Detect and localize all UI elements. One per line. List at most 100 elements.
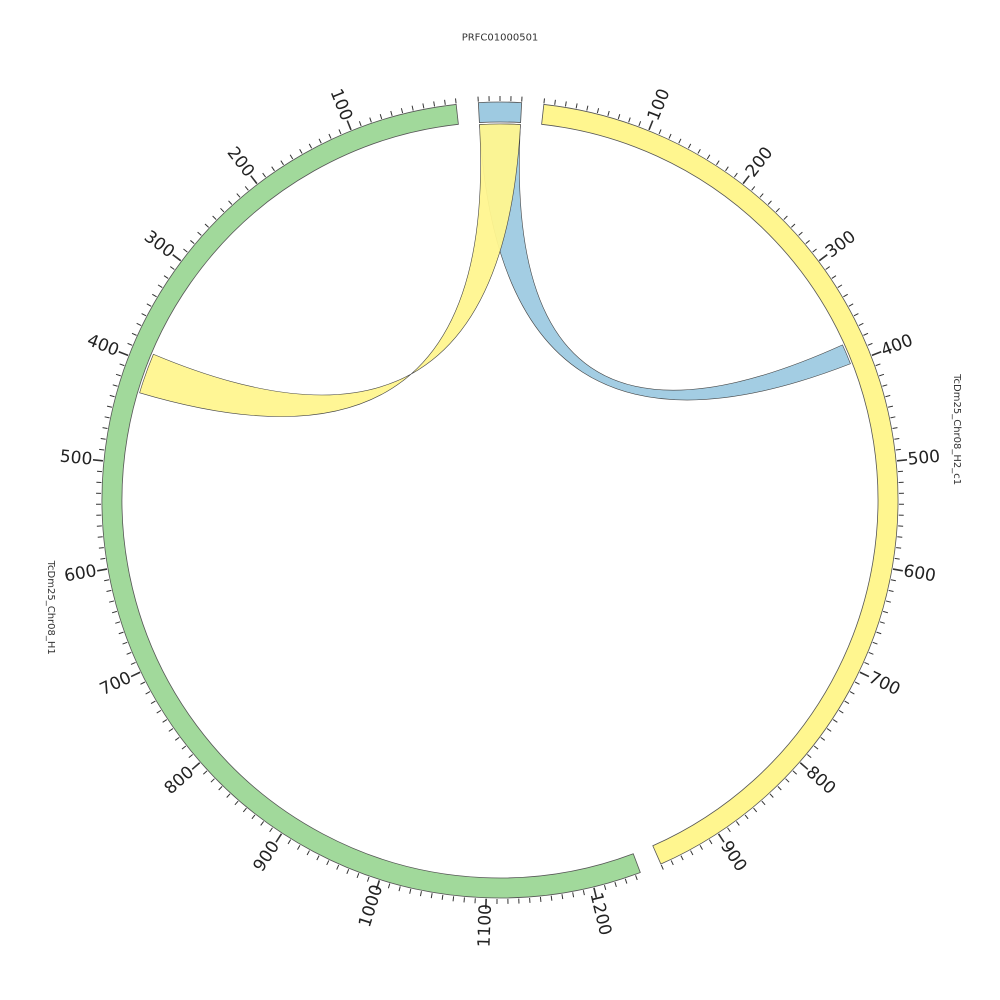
tick-mark (725, 166, 729, 172)
tick-mark (678, 138, 682, 144)
tick-mark (162, 719, 168, 723)
tick-mark (859, 671, 870, 678)
tick-mark (799, 762, 809, 770)
tick-mark (572, 892, 575, 898)
tick-mark (174, 736, 180, 741)
tick-label: 800 (161, 762, 199, 798)
tick-mark (603, 884, 607, 891)
tick-mark (767, 200, 772, 205)
tick-mark (858, 322, 864, 326)
tick-mark (336, 864, 340, 870)
tick-mark (400, 108, 404, 114)
ticks-layer (92, 96, 908, 909)
tick-mark (433, 101, 436, 107)
tick-mark (875, 363, 881, 367)
tick-label: 600 (63, 561, 98, 586)
tick-mark (624, 878, 628, 884)
tick-mark (99, 448, 105, 451)
tick-mark (106, 589, 112, 592)
tick-mark (92, 459, 104, 462)
tick-label: 300 (822, 227, 860, 262)
tick-mark (126, 651, 132, 655)
tick-mark (115, 373, 121, 377)
tick-mark (346, 869, 350, 875)
tick-mark (131, 332, 137, 336)
tick-mark (777, 786, 782, 791)
tick-mark (807, 754, 812, 759)
tick-mark (118, 631, 124, 635)
tick-mark (316, 855, 320, 861)
tick-mark (539, 896, 542, 902)
tick-mark (896, 547, 902, 549)
tick-mark (812, 248, 817, 253)
tick-mark (280, 160, 284, 166)
tick-mark (863, 332, 869, 336)
tick-mark (157, 284, 163, 288)
tick-mark (854, 681, 860, 685)
tick-mark (885, 394, 891, 398)
tick-mark (379, 114, 383, 120)
tick-mark (792, 770, 798, 775)
tick-label: 100 (326, 86, 357, 124)
tick-mark (895, 448, 901, 451)
tick-label: 300 (140, 227, 178, 262)
tick-mark (130, 661, 136, 665)
ideogram-tcdm25-chr08-h1 (101, 103, 641, 899)
tick-mark (864, 661, 870, 665)
tick-mark (890, 579, 896, 582)
sequence-label-tcdm25-chr08-h2-c1: TcDm25_Chr08_H2_c1 (951, 373, 962, 485)
tick-mark (853, 313, 859, 317)
tick-mark (582, 890, 585, 896)
tick-mark (564, 101, 567, 107)
tick-label: 100 (644, 86, 675, 124)
tick-mark (879, 373, 885, 377)
tick-mark (882, 384, 888, 387)
links-layer (139, 123, 851, 417)
tick-mark (409, 888, 412, 894)
tick-mark (699, 844, 703, 850)
tick-mark (236, 193, 241, 198)
tick-mark (735, 821, 740, 826)
tick-mark (387, 883, 391, 889)
tick-mark (882, 610, 889, 614)
tick-label: 700 (865, 668, 903, 700)
tick-mark (419, 891, 422, 897)
tick-mark (832, 719, 838, 723)
tick-mark (867, 342, 873, 346)
tick-mark (358, 121, 362, 127)
tick-mark (318, 138, 322, 144)
tick-mark (791, 223, 796, 228)
tick-mark (708, 839, 713, 845)
tick-mark (141, 313, 147, 317)
tick-mark (251, 814, 256, 820)
tick-mark (146, 303, 152, 307)
tick-mark (104, 579, 110, 582)
tick-mark (289, 154, 294, 160)
tick-mark (868, 651, 874, 655)
tick-mark (275, 833, 283, 843)
tick-mark (398, 886, 401, 892)
ideogram-prfc01000501 (477, 101, 523, 123)
tick-label: 500 (59, 447, 93, 470)
tick-mark (628, 117, 631, 123)
tick-mark (818, 254, 828, 262)
tick-mark (326, 860, 330, 866)
tick-mark (751, 186, 756, 191)
tick-mark (727, 827, 731, 833)
link-ribbon-2 (139, 123, 521, 417)
tick-mark (607, 110, 610, 116)
tick-label: 800 (802, 762, 840, 798)
tick-mark (218, 786, 223, 791)
tick-mark (798, 231, 803, 236)
tick-mark (269, 827, 273, 833)
tick-mark (660, 864, 664, 870)
tick-mark (687, 143, 692, 149)
tick-mark (444, 99, 446, 105)
tick-mark (825, 266, 831, 270)
tick-mark (885, 600, 891, 603)
tick-mark (204, 223, 209, 228)
sequence-label-prfc01000501: PRFC01000501 (462, 33, 539, 44)
ideogram-tcdm25-chr08-h2-c1 (541, 103, 899, 865)
tick-mark (328, 133, 332, 139)
tick-mark (356, 873, 360, 879)
